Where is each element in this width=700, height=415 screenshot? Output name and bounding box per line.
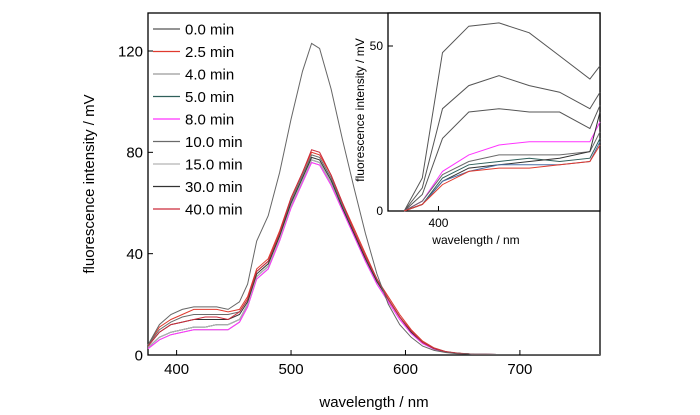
main-x-tick-label: 700 <box>507 361 532 378</box>
inset-x-axis-label: wavelength / nm <box>431 233 519 247</box>
inset-plot-frame <box>387 12 601 212</box>
main-x-tick-label: 500 <box>279 361 304 378</box>
main-y-tick-label: 40 <box>126 246 143 263</box>
main-series-lines <box>147 42 600 355</box>
inset-x-tick-label: 400 <box>428 216 448 230</box>
legend-label: 2.5 min <box>185 44 234 61</box>
inset-series-line-1 <box>403 75 601 212</box>
inset-series-line-8 <box>404 144 601 212</box>
main-y-tick-label: 120 <box>118 43 143 60</box>
legend-label: 5.0 min <box>185 89 234 106</box>
inset-y-axis-label: fluorescence intensity / mV <box>353 38 367 181</box>
legend: 0.0 min 2.5 min 4.0 min 5.0 min 8.0 min 10.0 … <box>153 22 243 219</box>
legend-label: 4.0 min <box>185 67 234 84</box>
legend-label: 30.0 min <box>185 179 243 196</box>
main-y-tick-label: 0 <box>135 347 143 364</box>
inset-y-tick-label: 50 <box>370 39 384 53</box>
inset-series-lines <box>403 22 601 212</box>
legend-label: 10.0 min <box>185 134 243 151</box>
main-x-ticks: 400 500 600 700 <box>164 350 532 378</box>
legend-label: 0.0 min <box>185 22 234 39</box>
legend-label: 8.0 min <box>185 112 234 129</box>
main-series-line-9 <box>147 42 600 355</box>
main-y-ticks: 0 40 80 120 <box>118 43 153 364</box>
inset-plot: 400 0 50 wavelength / nm fluorescence int… <box>353 12 601 247</box>
main-y-axis-label: fluorescence intensity / mV <box>81 94 98 273</box>
inset-series-line-4 <box>403 131 601 212</box>
inset-x-ticks: 400 <box>428 206 449 230</box>
legend-label: 40.0 min <box>185 202 243 219</box>
inset-y-tick-label: 0 <box>376 204 383 218</box>
main-x-tick-label: 600 <box>393 361 418 378</box>
legend-label: 15.0 min <box>185 157 243 174</box>
main-y-tick-label: 80 <box>126 145 143 162</box>
inset-series-line-0 <box>403 22 601 212</box>
inset-series-line-5 <box>404 138 601 212</box>
inset-series-line-3 <box>403 121 601 212</box>
inset-y-ticks: 0 50 <box>370 39 393 218</box>
main-x-axis-label: wavelength / nm <box>318 394 428 411</box>
main-x-tick-label: 400 <box>164 361 189 378</box>
inset-series-line-2 <box>403 105 601 212</box>
